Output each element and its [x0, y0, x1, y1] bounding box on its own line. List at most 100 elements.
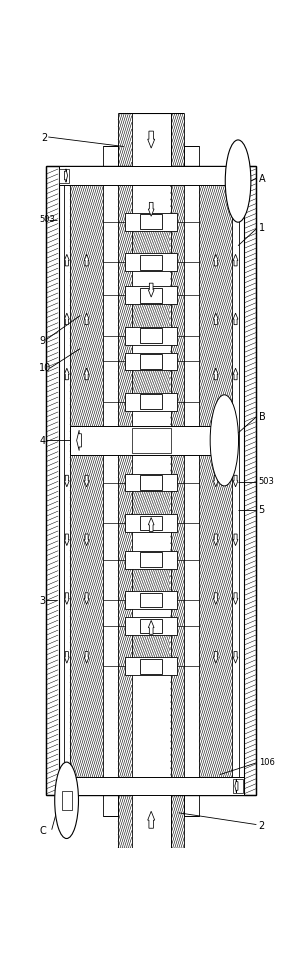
Bar	[125, 213, 178, 232]
Bar	[125, 592, 178, 609]
Polygon shape	[84, 652, 89, 663]
Polygon shape	[64, 476, 69, 487]
Bar	[140, 593, 162, 608]
Bar	[118, 114, 132, 167]
Polygon shape	[84, 593, 89, 605]
Bar	[232, 168, 244, 195]
Bar	[140, 553, 162, 567]
Bar	[125, 515, 178, 533]
Bar	[125, 475, 178, 492]
Bar	[125, 254, 178, 272]
Bar	[140, 215, 162, 230]
Text: B: B	[259, 412, 266, 421]
Polygon shape	[84, 476, 89, 487]
Polygon shape	[213, 593, 218, 605]
Polygon shape	[84, 369, 89, 380]
Bar	[59, 777, 244, 796]
Polygon shape	[64, 780, 68, 793]
Polygon shape	[84, 535, 89, 546]
Text: 2: 2	[259, 820, 265, 830]
Bar	[140, 659, 162, 674]
Bar	[233, 170, 243, 183]
Bar	[140, 255, 162, 271]
Polygon shape	[213, 476, 218, 487]
Polygon shape	[148, 811, 155, 828]
Polygon shape	[84, 314, 89, 325]
Polygon shape	[63, 796, 65, 805]
Polygon shape	[148, 620, 154, 635]
Text: 106: 106	[259, 757, 275, 766]
Bar	[171, 796, 184, 848]
Text: 3: 3	[39, 595, 45, 605]
Bar	[132, 305, 170, 328]
Polygon shape	[64, 314, 69, 325]
Bar	[125, 394, 178, 411]
Polygon shape	[64, 652, 69, 663]
Bar	[140, 476, 162, 491]
Bar	[132, 635, 170, 658]
Text: A: A	[259, 174, 265, 184]
Polygon shape	[64, 170, 68, 183]
Bar	[140, 517, 162, 531]
Bar	[70, 167, 103, 796]
Bar	[118, 167, 132, 796]
Bar	[140, 395, 162, 410]
Bar	[62, 791, 72, 810]
Bar	[184, 147, 199, 167]
Polygon shape	[233, 535, 238, 546]
Text: 5: 5	[259, 504, 265, 515]
Polygon shape	[235, 780, 238, 793]
Bar	[125, 328, 178, 345]
Polygon shape	[213, 535, 218, 546]
Bar	[132, 429, 171, 454]
Polygon shape	[233, 369, 238, 380]
Bar	[59, 170, 69, 183]
Bar	[132, 569, 170, 592]
Polygon shape	[148, 518, 154, 532]
Bar	[132, 492, 170, 515]
Bar	[184, 796, 199, 816]
Circle shape	[55, 762, 78, 839]
Bar	[125, 618, 178, 635]
Bar	[46, 167, 59, 796]
Text: 2: 2	[41, 132, 48, 143]
Bar	[103, 796, 118, 816]
Polygon shape	[233, 476, 238, 487]
Text: 9: 9	[39, 335, 45, 345]
Circle shape	[225, 141, 251, 223]
Polygon shape	[233, 652, 238, 663]
Polygon shape	[148, 284, 154, 297]
Bar	[171, 114, 184, 167]
Bar	[140, 289, 162, 303]
Bar	[70, 426, 232, 456]
Bar	[59, 167, 244, 186]
Polygon shape	[213, 369, 218, 380]
Bar	[125, 287, 178, 305]
Polygon shape	[64, 255, 69, 267]
Bar	[132, 796, 171, 848]
Bar	[132, 114, 171, 167]
Bar	[199, 167, 232, 796]
Bar	[171, 167, 184, 796]
Polygon shape	[221, 431, 226, 451]
Text: 503: 503	[39, 214, 55, 224]
Text: 4: 4	[39, 436, 45, 446]
Bar	[140, 355, 162, 370]
Polygon shape	[148, 132, 155, 149]
Polygon shape	[233, 255, 238, 267]
Polygon shape	[148, 203, 154, 217]
Polygon shape	[235, 170, 238, 183]
Polygon shape	[213, 314, 218, 325]
Polygon shape	[227, 434, 231, 449]
Bar	[140, 618, 162, 634]
Circle shape	[210, 395, 239, 486]
Bar	[244, 167, 256, 796]
Text: 1: 1	[259, 223, 265, 233]
Bar	[132, 371, 170, 394]
Bar	[59, 780, 69, 793]
Text: C: C	[39, 825, 46, 835]
Bar	[125, 552, 178, 569]
Bar	[118, 796, 132, 848]
Polygon shape	[213, 652, 218, 663]
Bar	[140, 329, 162, 344]
